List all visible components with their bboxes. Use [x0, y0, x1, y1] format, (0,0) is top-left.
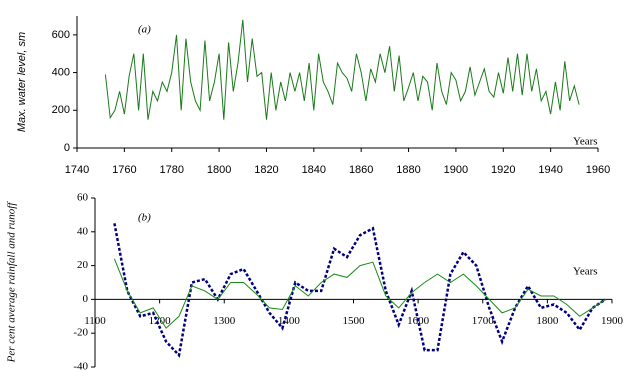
x-tick-label: 1100	[84, 315, 106, 327]
x-tick-label: 1800	[207, 164, 231, 176]
x-tick-label: 1780	[159, 164, 183, 176]
x-tick-label: 1920	[491, 164, 515, 176]
y-tick-label: 40	[77, 225, 89, 237]
x-tick-label: 1700	[472, 315, 495, 327]
x-tick-label: 1940	[538, 164, 562, 176]
x-tick-label: 1860	[349, 164, 373, 176]
series-line	[104, 19, 580, 120]
y-tick-label: 20	[77, 259, 89, 271]
x-tick-label: 1840	[302, 164, 326, 176]
y-tick-label: 600	[52, 29, 70, 41]
x-tick-label: 1500	[343, 315, 366, 327]
y-tick-label: 60	[77, 192, 89, 204]
y-axis-label: Max. water level, sm	[16, 32, 28, 132]
series-line	[113, 258, 606, 329]
x-tick-label: 1760	[112, 164, 136, 176]
x-tick-label: 1800	[536, 315, 559, 327]
panel-label: (b)	[138, 212, 151, 224]
y-axis-label: Per cent average rainfall and runoff	[6, 201, 18, 364]
y-tick-label: 400	[52, 66, 70, 78]
x-tick-label: 1300	[213, 315, 236, 327]
x-tick-label: 1960	[586, 164, 610, 176]
x-tick-label: 1740	[65, 164, 89, 176]
x-axis-label: Years	[573, 266, 598, 278]
y-tick-label: 0	[83, 293, 89, 305]
y-tick-label: -20	[73, 327, 88, 339]
x-tick-label: 1200	[149, 315, 172, 327]
x-tick-label: 1880	[396, 164, 420, 176]
y-tick-label: 200	[52, 104, 70, 116]
panel-label: (a)	[138, 24, 151, 36]
y-tick-label: 0	[64, 142, 70, 154]
series-line	[113, 223, 607, 358]
x-tick-label: 1900	[444, 164, 468, 176]
x-tick-label: 1820	[254, 164, 278, 176]
x-tick-label: 1400	[278, 315, 301, 327]
x-axis-label: Years	[573, 136, 598, 148]
x-tick-label: 1900	[601, 315, 624, 327]
y-tick-label: -40	[73, 361, 88, 372]
